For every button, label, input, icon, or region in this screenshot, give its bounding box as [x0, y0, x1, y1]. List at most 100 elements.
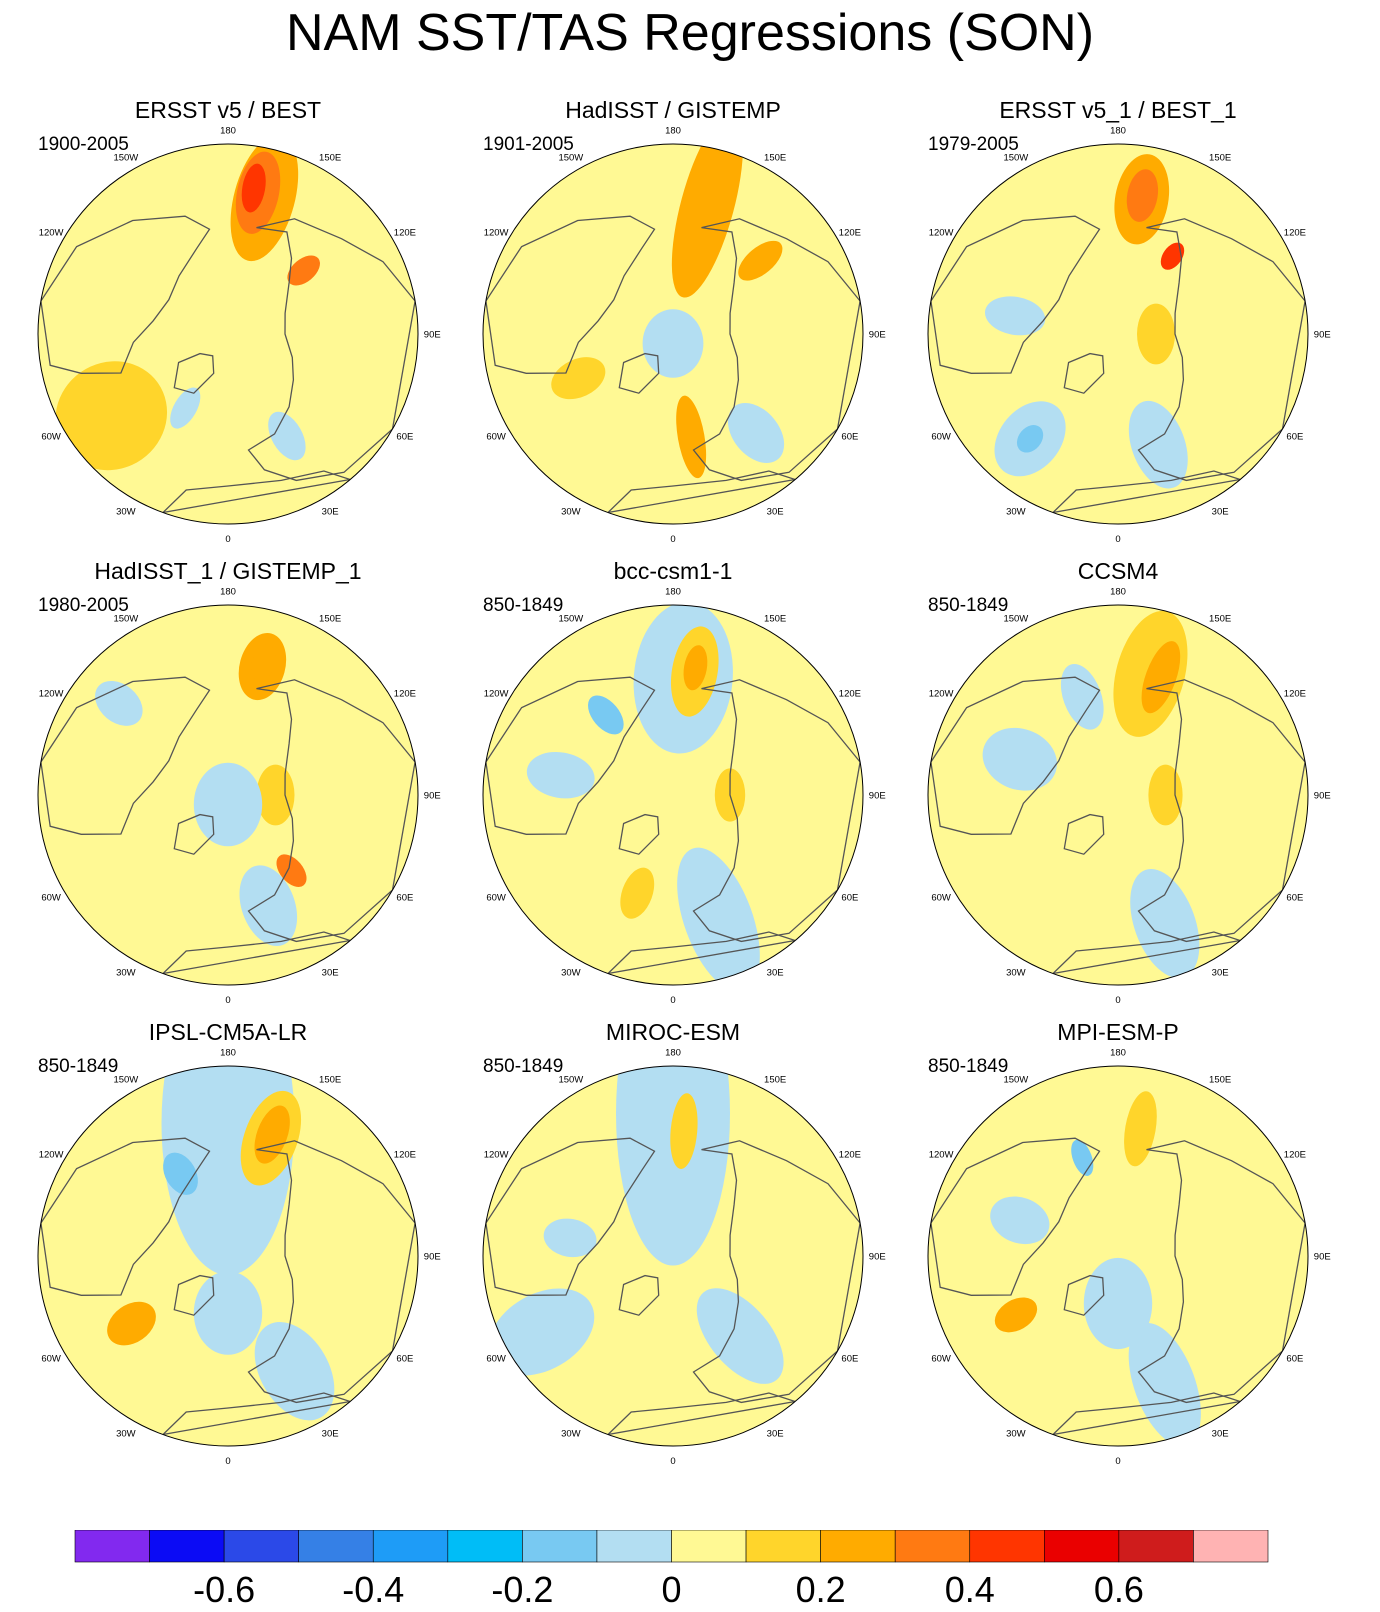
- longitude-label: 0: [670, 995, 675, 1006]
- anomaly-region: [1141, 641, 1181, 714]
- longitude-label: 180: [665, 1047, 681, 1058]
- longitude-label: 120W: [484, 688, 509, 699]
- longitude-label: 0: [225, 995, 230, 1006]
- longitude-label: 90E: [869, 330, 886, 341]
- longitude-label: 60E: [1286, 432, 1303, 443]
- polar-map: 180150E120E90E60E30E030W60W90W120W150W: [482, 586, 886, 1006]
- anomaly-region: [488, 1288, 595, 1376]
- longitude-label: 150E: [764, 153, 786, 164]
- panel-title: ERSST v5_1 / BEST_1: [999, 97, 1237, 123]
- longitude-label: 30E: [322, 967, 339, 978]
- colorbar-tick-label: -0.6: [193, 1569, 255, 1610]
- longitude-label: 60W: [931, 432, 951, 443]
- map-panel-grid: ERSST v5 / BEST 1900-2005 180 150E 120E 90E 60…: [36, 97, 1346, 1478]
- colorbar-tick-label: 0.2: [796, 1569, 846, 1610]
- longitude-label: 30E: [1212, 967, 1229, 978]
- longitude-label: 90E: [869, 791, 886, 802]
- longitude-label: 60W: [486, 1354, 506, 1365]
- anomaly-region: [616, 1066, 730, 1266]
- colorbar-swatch: [74, 1530, 150, 1563]
- longitude-label: 60E: [841, 1354, 858, 1365]
- anomaly-region: [738, 240, 783, 281]
- coastline: [40, 676, 211, 835]
- map-border: [37, 604, 419, 986]
- longitude-label: 30E: [1212, 506, 1229, 517]
- anomaly-region: [1160, 242, 1185, 270]
- anomaly-region: [642, 309, 704, 378]
- longitude-label: 60W: [41, 432, 61, 443]
- colorbar-tick-label: 0.6: [1094, 1569, 1144, 1610]
- anomaly-region: [1016, 425, 1044, 453]
- anomaly-region: [287, 255, 320, 286]
- coastline: [1137, 1140, 1306, 1404]
- longitude-label: 60E: [1286, 893, 1303, 904]
- coastline: [692, 679, 861, 943]
- longitude-label: 120W: [484, 1149, 509, 1160]
- colorbar-swatch: [149, 1530, 225, 1563]
- polar-map: 180150E120E90E60E30E030W60W90W120W150W: [927, 586, 1331, 1006]
- anomaly-region: [1126, 169, 1159, 222]
- longitude-label: 60W: [931, 893, 951, 904]
- coastline: [173, 352, 215, 394]
- longitude-label: 90E: [424, 1252, 441, 1263]
- colorbar-swatch: [223, 1530, 299, 1563]
- longitude-label: 150W: [1003, 1075, 1028, 1086]
- longitude-label: 120E: [394, 688, 416, 699]
- longitude-label: 150E: [1209, 1075, 1231, 1086]
- map-border: [927, 1065, 1309, 1447]
- panel-title: CCSM4: [1077, 558, 1159, 584]
- longitude-label: 180: [665, 586, 681, 597]
- anomaly-region: [990, 1196, 1050, 1245]
- longitude-label: 90E: [1314, 791, 1331, 802]
- polar-map: 180150E120E90E60E30E030W60W90W120W150W: [37, 1047, 441, 1467]
- longitude-label: 150E: [764, 1075, 786, 1086]
- anomaly-region: [587, 695, 624, 735]
- longitude-label: 30W: [561, 506, 581, 517]
- map-background: [928, 605, 1308, 985]
- longitude-label: 0: [1115, 1456, 1120, 1467]
- map-panel: bcc-csm1-1 850-1849 180 150E 120E 90E 60E 30E 0 3…: [481, 557, 901, 1017]
- longitude-label: 150W: [113, 614, 138, 625]
- longitude-label: 150W: [558, 153, 583, 164]
- longitude-label: 120E: [839, 688, 861, 699]
- anomaly-region: [994, 1297, 1038, 1333]
- anomaly-region: [1071, 1139, 1094, 1176]
- anomaly-region: [256, 764, 295, 826]
- colorbar-swatch: [1193, 1530, 1269, 1563]
- map-panel: MPI-ESM-P 850-1849 180 150E 120E 90E 60E 30E 0 30…: [926, 1018, 1346, 1478]
- coastline: [930, 676, 1101, 835]
- longitude-label: 120E: [1284, 1149, 1306, 1160]
- longitude-label: 30E: [767, 506, 784, 517]
- panel-title: HadISST / GISTEMP: [565, 97, 781, 123]
- longitude-label: 30W: [561, 967, 581, 978]
- coastline: [692, 1140, 861, 1404]
- anomaly-region: [551, 357, 606, 400]
- longitude-label: 30W: [116, 1428, 136, 1439]
- longitude-label: 30W: [1006, 1428, 1026, 1439]
- panel-years: 850-1849: [928, 595, 1009, 616]
- anomaly-region: [696, 1288, 784, 1384]
- polar-map: 180150E120E90E60E30E030W60W90W120W150W: [37, 586, 441, 1006]
- coastline: [1063, 1274, 1105, 1316]
- map-border: [927, 604, 1309, 986]
- coastline: [40, 1137, 211, 1296]
- longitude-label: 120E: [839, 227, 861, 238]
- map-panel: IPSL-CM5A-LR 850-1849 180 150E 120E 90E 60E 30E…: [36, 1018, 456, 1478]
- panel-years: 1901-2005: [483, 134, 574, 155]
- anomaly-region: [55, 361, 168, 471]
- panel-years: 1979-2005: [928, 134, 1019, 155]
- longitude-label: 60W: [931, 1354, 951, 1365]
- longitude-label: 30E: [322, 1428, 339, 1439]
- longitude-label: 180: [1110, 1047, 1126, 1058]
- longitude-label: 120W: [39, 1149, 64, 1160]
- anomaly-region: [526, 751, 595, 799]
- coastline: [247, 1140, 416, 1404]
- figure-title: NAM SST/TAS Regressions (SON): [285, 4, 1095, 62]
- anomaly-region: [1083, 1257, 1153, 1350]
- anomaly-region: [1124, 1091, 1157, 1167]
- anomaly-region: [727, 402, 785, 463]
- anomaly-region: [251, 644, 276, 682]
- anomaly-region: [671, 144, 743, 298]
- polar-map: 180150E120E90E60E30E030W60W90W120W150W: [927, 1047, 1331, 1467]
- longitude-label: 0: [225, 534, 230, 545]
